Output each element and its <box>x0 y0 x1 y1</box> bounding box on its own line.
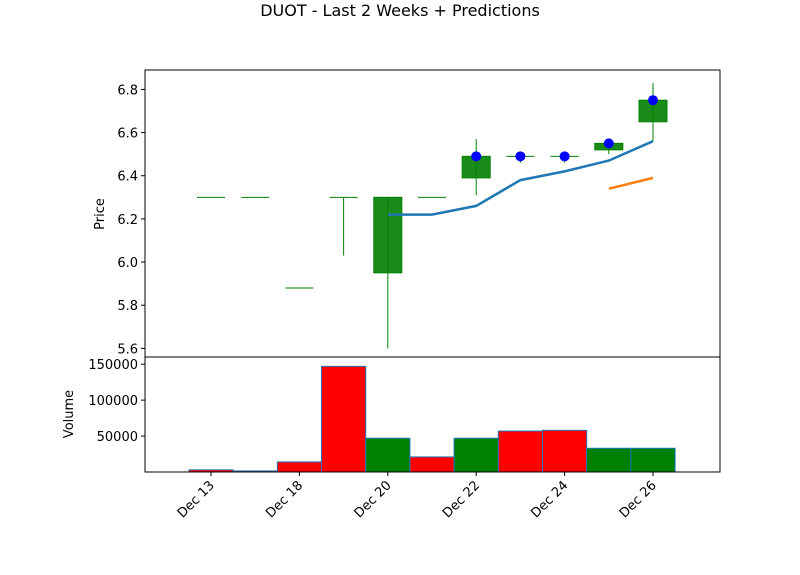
prediction-marker <box>515 151 526 162</box>
price-tick-label: 6.2 <box>117 213 138 228</box>
prediction-line-alt <box>608 176 654 190</box>
price-tick-label: 6.8 <box>117 83 138 98</box>
prediction-marker <box>559 151 570 162</box>
volume-bar <box>453 437 499 473</box>
x-tick-label: Dec 24 <box>528 478 571 521</box>
volume-bar <box>630 447 676 473</box>
candle-body <box>373 196 403 274</box>
prediction-marker <box>648 95 658 106</box>
volume-bar <box>276 461 322 473</box>
price-tick-label: 6.4 <box>117 170 138 185</box>
price-panel: 5.6 5.8 6.0 6.2 6.4 6.6 6.8 <box>117 69 721 358</box>
chart-title: DUOT - Last 2 Weeks + Predictions <box>260 1 540 20</box>
volume-tick-label: 50000 <box>97 430 138 445</box>
x-axis: Dec 13 Dec 18 Dec 20 Dec 22 Dec 24 Dec 26 <box>175 472 660 521</box>
volume-bar <box>497 430 543 473</box>
x-tick-label: Dec 26 <box>617 478 660 521</box>
volume-tick-label: 150000 <box>88 358 138 373</box>
price-tick-label: 6.0 <box>117 256 138 271</box>
price-tick-label: 5.8 <box>117 299 138 314</box>
volume-tick-label: 100000 <box>88 394 138 409</box>
volume-axis-label: Volume <box>62 390 77 438</box>
prediction-marker <box>603 138 614 149</box>
x-tick-label: Dec 20 <box>352 478 395 521</box>
volume-plot-frame <box>144 356 721 473</box>
volume-panel: 50000 100000 150000 <box>88 356 721 473</box>
volume-bar <box>365 437 411 473</box>
x-tick-label: Dec 18 <box>263 478 306 521</box>
volume-bar <box>542 429 588 473</box>
prediction-marker <box>471 151 482 162</box>
price-tick-label: 6.6 <box>117 127 138 142</box>
volume-bar <box>409 456 455 473</box>
volume-bar <box>586 447 632 473</box>
x-tick-label: Dec 22 <box>440 478 483 521</box>
price-axis-label: Price <box>93 198 108 230</box>
prediction-line-main <box>387 140 654 216</box>
x-tick-label: Dec 13 <box>175 478 218 521</box>
volume-bar <box>321 365 367 473</box>
price-tick-label: 5.6 <box>117 342 138 357</box>
